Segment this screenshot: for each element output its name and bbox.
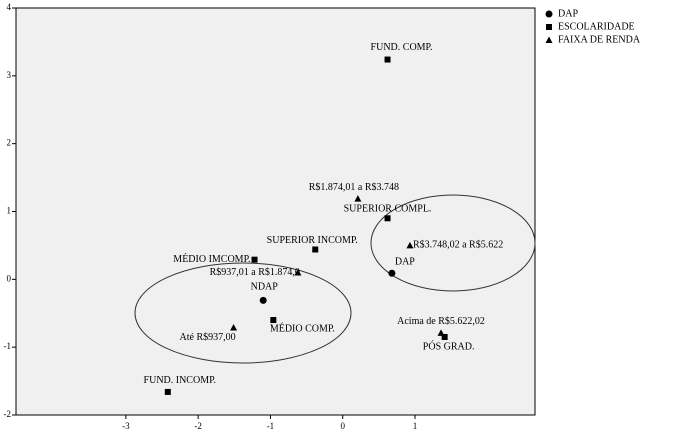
x-tick-label: -1 — [267, 421, 275, 431]
point-label: SUPERIOR COMPL. — [344, 204, 432, 215]
point-label: Acima de R$5.622,02 — [397, 316, 485, 327]
point-label: NDAP — [251, 282, 279, 293]
legend-label: FAIXA DE RENDA — [558, 34, 641, 45]
point — [164, 388, 171, 395]
point-label: Até R$937,00 — [180, 332, 236, 343]
cluster-ellipse — [370, 194, 536, 292]
point-label: MÉDIO COMP. — [270, 322, 335, 334]
point — [437, 329, 445, 336]
point-label: FUND. INCOMP. — [144, 375, 217, 386]
x-tick-label: -2 — [194, 421, 202, 431]
legend-label: ESCOLARIDADE — [558, 21, 635, 32]
x-tick-label: 1 — [413, 421, 418, 431]
point — [294, 269, 302, 276]
point — [441, 333, 448, 340]
point — [259, 296, 267, 304]
y-tick-label: 1 — [7, 206, 12, 216]
y-tick-label: 4 — [7, 2, 12, 12]
point-label: PÓS GRAD. — [423, 340, 475, 352]
point-label: R$937,01 a R$1.874,0 — [210, 267, 300, 278]
plot-area — [15, 7, 536, 416]
y-tick-label: -2 — [4, 409, 12, 419]
legend-marker — [545, 10, 553, 18]
point — [270, 317, 277, 324]
point — [406, 241, 414, 249]
point-label: R$3.748,02 a R$5.622 — [413, 240, 503, 251]
y-tick-label: 0 — [7, 273, 12, 283]
point — [230, 323, 238, 331]
point — [312, 246, 319, 253]
y-tick-label: 2 — [7, 138, 12, 148]
point-label: DAP — [395, 257, 415, 268]
legend-marker — [545, 36, 553, 43]
point-label: R$1.874,01 a R$3.748 — [309, 182, 399, 193]
y-tick-label: 3 — [7, 70, 12, 80]
point-label: MÉDIO IMCOMP. — [173, 253, 250, 265]
legend-marker — [546, 24, 552, 30]
legend-label: DAP — [558, 8, 578, 19]
point-label: SUPERIOR INCOMP. — [267, 235, 358, 246]
cluster-ellipse — [134, 262, 352, 364]
x-tick-label: -3 — [122, 421, 130, 431]
point — [384, 215, 391, 222]
x-tick-label: 0 — [340, 421, 345, 431]
point — [388, 269, 396, 277]
y-tick-label: -1 — [4, 341, 12, 351]
point-label: FUND. COMP. — [371, 42, 433, 53]
point — [251, 256, 258, 263]
point — [384, 56, 391, 63]
point — [354, 195, 362, 202]
